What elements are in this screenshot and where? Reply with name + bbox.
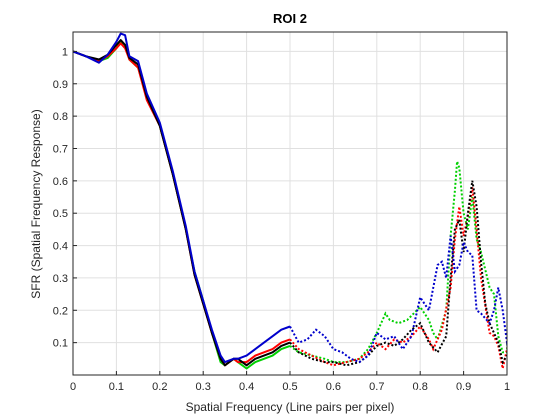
y-tick-label: 1 bbox=[62, 46, 68, 58]
series-layer bbox=[73, 32, 507, 370]
series-1-dotted-line bbox=[289, 187, 507, 369]
x-tick-label: 0.6 bbox=[326, 381, 341, 393]
y-tick-label: 0.7 bbox=[53, 143, 68, 155]
x-tick-label: 0.9 bbox=[456, 381, 471, 393]
x-tick-label: 0.2 bbox=[152, 381, 167, 393]
watermark: 知乎 @吃小羊 bbox=[413, 387, 489, 402]
y-tick-label: 0.8 bbox=[53, 111, 68, 123]
y-tick-label: 0.1 bbox=[53, 338, 68, 350]
y-tick-label: 0.6 bbox=[53, 176, 68, 188]
x-tick-label: 0.8 bbox=[413, 381, 428, 393]
series-2-dotted-line bbox=[289, 180, 507, 367]
x-tick-label: 1 bbox=[504, 381, 510, 393]
series-0-dotted-line bbox=[289, 161, 507, 364]
y-tick-label: 0.2 bbox=[53, 305, 68, 317]
series-3-dotted-line bbox=[289, 235, 507, 364]
y-axis-label: SFR (Spatial Frequency Response) bbox=[29, 109, 43, 298]
x-tick-label: 0.4 bbox=[239, 381, 254, 393]
x-tick-label: 0.7 bbox=[369, 381, 384, 393]
series-3-solid-line bbox=[73, 32, 291, 364]
ticks: 0 0.1 0.2 0.3 0.4 0.5 0.6 0.7 0.8 0.9 1 0.1 0.2 0.3 0.… bbox=[53, 46, 510, 393]
chart-title: ROI 2 bbox=[273, 11, 307, 26]
x-tick-label: 0 bbox=[70, 381, 76, 393]
y-tick-label: 0.4 bbox=[53, 241, 68, 253]
y-tick-label: 0.5 bbox=[53, 208, 68, 220]
x-tick-label: 0.3 bbox=[196, 381, 211, 393]
x-axis-label: Spatial Frequency (Line pairs per pixel) bbox=[186, 400, 395, 414]
series-2-solid-line bbox=[73, 39, 291, 367]
y-tick-label: 0.3 bbox=[53, 273, 68, 285]
y-tick-label: 0.9 bbox=[53, 79, 68, 91]
x-tick-label: 0.5 bbox=[282, 381, 297, 393]
x-tick-label: 0.1 bbox=[109, 381, 124, 393]
